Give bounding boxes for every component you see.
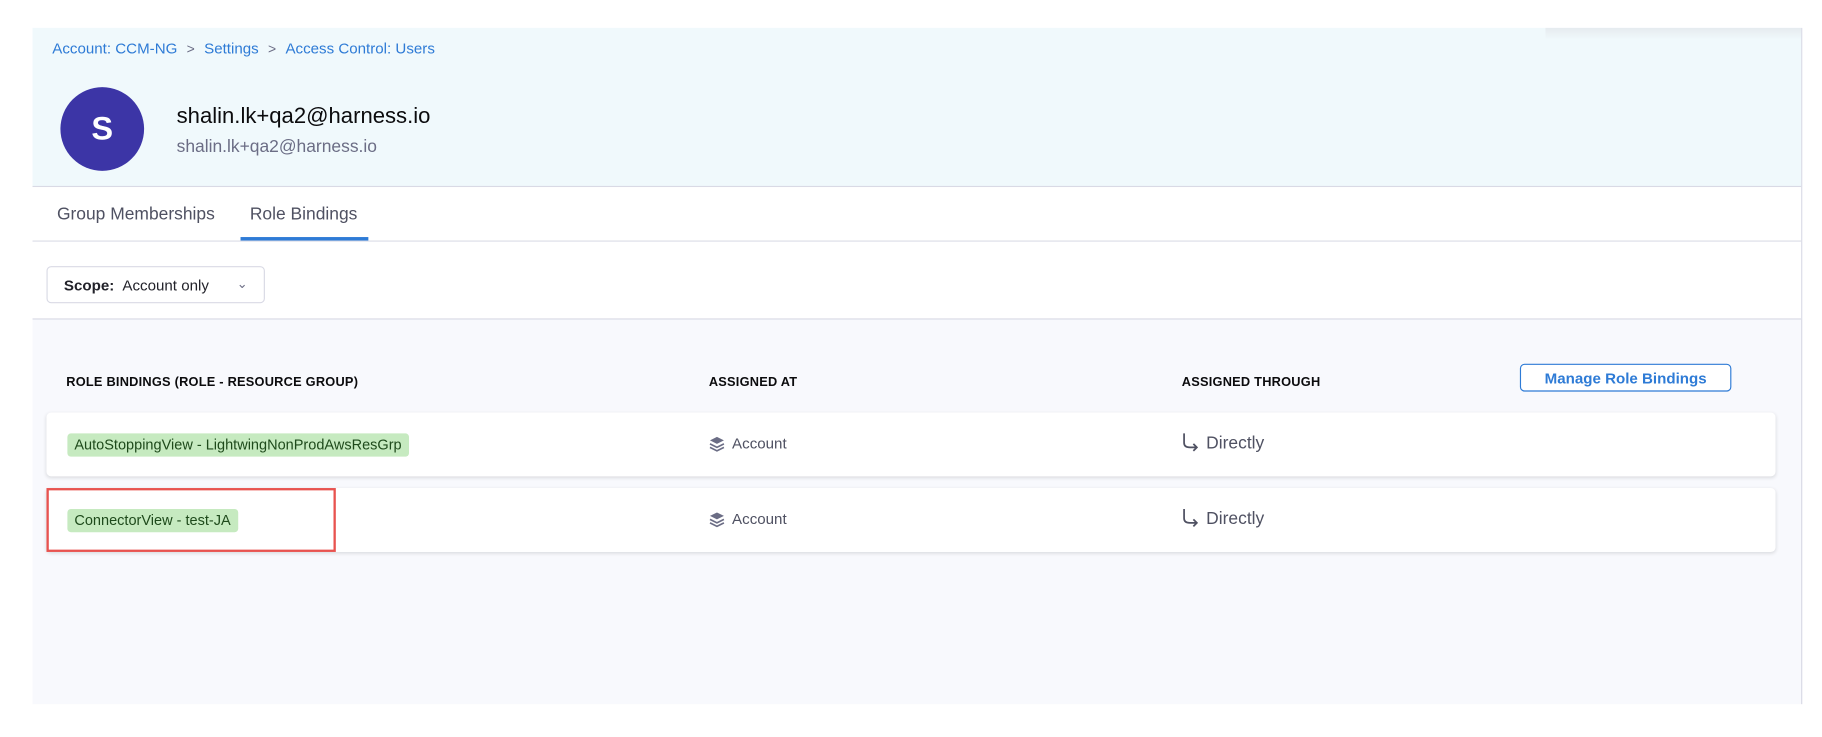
direct-arrow-icon (1183, 508, 1199, 528)
assigned-at: Account (709, 435, 787, 452)
user-name: shalin.lk+qa2@harness.io (176, 104, 431, 129)
table-row: AutoStoppingView - LightwingNonProdAwsRe… (46, 412, 1776, 477)
header-assigned-at: ASSIGNED AT (708, 375, 798, 390)
user-details-panel: Account: CCM-NG > Settings > Access Cont… (32, 27, 1803, 705)
role-binding-tag: ConnectorView - test-JA (67, 508, 238, 533)
active-tab-indicator (240, 237, 369, 241)
chevron-right-icon: > (186, 40, 195, 57)
assigned-through: Directly (1181, 508, 1265, 529)
breadcrumb-settings[interactable]: Settings (204, 39, 259, 57)
user-header: Account: CCM-NG > Settings > Access Cont… (32, 27, 1802, 188)
user-email: shalin.lk+qa2@harness.io (176, 137, 377, 157)
scope-dropdown[interactable]: Scope: Account only ⌄ (46, 266, 265, 304)
direct-arrow-icon (1183, 433, 1199, 452)
tab-bar: Group Memberships Role Bindings (32, 187, 1802, 242)
assigned-through: Directly (1181, 432, 1265, 453)
breadcrumb-access-control-users[interactable]: Access Control: Users (285, 39, 435, 57)
scope-label: Scope: (63, 275, 115, 294)
role-binding-tag: AutoStoppingView - LightwingNonProdAwsRe… (67, 433, 409, 457)
tab-role-bindings[interactable]: Role Bindings (249, 204, 358, 225)
scope-bar: Scope: Account only ⌄ (32, 241, 1802, 320)
highlight-box (46, 488, 336, 552)
layers-icon (709, 436, 725, 452)
assigned-at-value: Account (732, 434, 787, 453)
breadcrumb: Account: CCM-NG > Settings > Access Cont… (52, 40, 435, 57)
header-assigned-through: ASSIGNED THROUGH (1181, 375, 1321, 390)
assigned-through-value: Directly (1206, 432, 1265, 453)
assigned-at: Account (709, 510, 787, 528)
chevron-right-icon: > (268, 40, 277, 57)
assigned-through-value: Directly (1206, 508, 1265, 529)
breadcrumb-account[interactable]: Account: CCM-NG (52, 39, 178, 57)
tab-group-memberships[interactable]: Group Memberships (56, 204, 215, 225)
scope-value: Account only (122, 275, 209, 294)
layers-icon (709, 511, 725, 527)
header-role-bindings: ROLE BINDINGS (ROLE - RESOURCE GROUP) (66, 375, 359, 390)
manage-role-bindings-button[interactable]: Manage Role Bindings (1519, 363, 1732, 392)
chevron-down-icon: ⌄ (236, 277, 248, 292)
assigned-at-value: Account (732, 510, 787, 528)
avatar: S (60, 87, 145, 171)
